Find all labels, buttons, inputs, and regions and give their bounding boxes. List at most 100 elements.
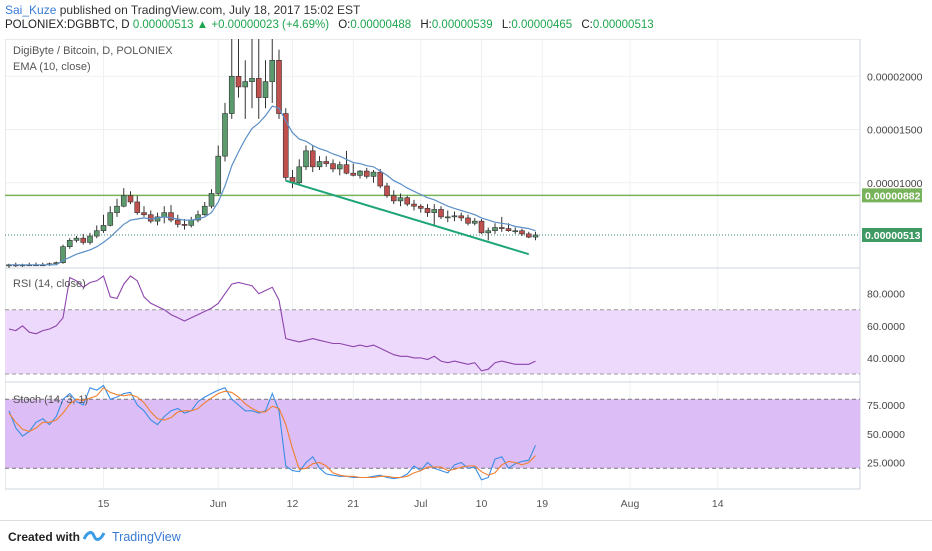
price-pane bbox=[4, 38, 861, 269]
stoch-tick-label: 50.0000 bbox=[867, 429, 905, 441]
candle-body bbox=[168, 212, 174, 221]
candle-body bbox=[377, 171, 384, 187]
candle-body bbox=[127, 195, 134, 203]
candle-body bbox=[519, 230, 525, 235]
price-series: 0.00000882 0.00000513 bbox=[5, 39, 922, 268]
high-label: H: bbox=[420, 19, 432, 31]
candle-body bbox=[87, 235, 93, 243]
stoch-tick-label: 25.0000 bbox=[867, 458, 905, 470]
header-bar: Sai_Kuze published on TradingView.com, J… bbox=[0, 0, 932, 38]
candle-body bbox=[451, 215, 458, 218]
x-tick-label: 19 bbox=[536, 498, 548, 510]
publish-line: Sai_Kuze published on TradingView.com, J… bbox=[5, 3, 360, 17]
candle-body bbox=[188, 219, 195, 226]
stoch-band bbox=[5, 399, 860, 469]
candle-body bbox=[73, 237, 80, 241]
candle-body bbox=[424, 208, 431, 213]
candle-body bbox=[336, 164, 343, 170]
low-label: L: bbox=[501, 19, 512, 31]
candle-body bbox=[465, 217, 471, 224]
low-value: 0.00000465 bbox=[511, 19, 573, 31]
candle-body bbox=[390, 195, 397, 202]
x-tick-label: Aug bbox=[621, 498, 640, 510]
candle-body bbox=[80, 237, 87, 243]
candle-body bbox=[147, 214, 154, 222]
ema-label: EMA (10, close) bbox=[13, 61, 91, 73]
x-tick-label: Jul bbox=[414, 498, 427, 510]
candle-body bbox=[363, 170, 370, 177]
price-tick-label: 0.00002000 bbox=[867, 71, 923, 83]
chart-svg[interactable]: 0.00000882 0.00000513 15 Jun 12 21 Jul 10 19 Aug… bbox=[4, 38, 923, 517]
candle-body bbox=[532, 234, 539, 238]
x-tick-label: Jun bbox=[210, 498, 227, 510]
ema-line bbox=[9, 105, 536, 266]
candle-body bbox=[174, 219, 181, 225]
candle-body bbox=[282, 113, 289, 178]
rsi-title: RSI (14, close) bbox=[13, 278, 86, 290]
last-price-tag: 0.00000513 bbox=[865, 230, 921, 242]
x-tick-label: 15 bbox=[98, 498, 110, 510]
close-label: C: bbox=[581, 19, 593, 31]
candle-body bbox=[107, 212, 114, 226]
candle-body bbox=[411, 203, 417, 207]
stoch-series bbox=[5, 384, 860, 481]
candle-body bbox=[525, 233, 532, 238]
candle-body bbox=[114, 205, 120, 213]
candle-body bbox=[195, 214, 201, 221]
candle-body bbox=[255, 78, 262, 98]
high-value: 0.00000539 bbox=[431, 19, 493, 31]
x-tick-label: 12 bbox=[287, 498, 299, 510]
candle-body bbox=[397, 197, 404, 202]
candle-body bbox=[444, 216, 451, 219]
candle-body bbox=[93, 230, 100, 237]
candle-body bbox=[431, 209, 438, 213]
trend-line bbox=[285, 179, 530, 256]
candle-body bbox=[228, 75, 235, 114]
candle-body bbox=[262, 81, 269, 98]
candle-body bbox=[100, 225, 107, 232]
last-price: 0.00000513 bbox=[132, 19, 194, 31]
ohlc-line: POLONIEX:DGBBTC, D 0.00000513 ▲ +0.00000… bbox=[5, 19, 654, 31]
candle-body bbox=[505, 228, 512, 232]
candle-body bbox=[498, 227, 505, 229]
author-link[interactable]: Sai_Kuze bbox=[5, 3, 57, 17]
candle-body bbox=[66, 240, 73, 247]
hline-price-tag-bg bbox=[862, 188, 922, 203]
grid-lines bbox=[5, 39, 860, 489]
candle-body bbox=[215, 155, 222, 194]
tradingview-logo-icon bbox=[82, 531, 106, 541]
chart-area[interactable]: 0.00000882 0.00000513 15 Jun 12 21 Jul 10 19 Aug… bbox=[4, 38, 923, 517]
price-tick-label: 0.00001500 bbox=[867, 125, 923, 137]
rsi-line bbox=[8, 275, 536, 372]
candle-body bbox=[343, 164, 350, 174]
created-with-label: Created with bbox=[8, 530, 81, 544]
up-arrow-icon: ▲ bbox=[196, 19, 209, 31]
price-change: +0.00000023 (+4.69%) bbox=[211, 19, 330, 31]
x-tick-label: 10 bbox=[476, 498, 488, 510]
candle-body bbox=[323, 161, 330, 164]
candle-body bbox=[208, 193, 215, 207]
candle-body bbox=[249, 78, 255, 82]
candle-body bbox=[154, 216, 161, 222]
candle-body bbox=[303, 150, 309, 168]
candle-body bbox=[512, 230, 519, 233]
open-label: O: bbox=[338, 19, 351, 31]
candle-body bbox=[222, 113, 228, 157]
candle-body bbox=[417, 205, 424, 209]
hline-price-tag: 0.00000882 bbox=[865, 190, 921, 202]
x-tick-label: 14 bbox=[712, 498, 724, 510]
price-tick-label: 0.00001000 bbox=[867, 178, 923, 190]
x-tick-label: 21 bbox=[347, 498, 359, 510]
candle-body bbox=[438, 209, 444, 218]
candle-body bbox=[478, 220, 485, 234]
tradingview-brand[interactable]: TradingView bbox=[112, 530, 181, 544]
candle-body bbox=[201, 205, 208, 216]
price-title: DigiByte / Bitcoin, D, POLONIEX bbox=[13, 45, 173, 57]
stoch-d-line bbox=[8, 387, 536, 479]
footer-bar: Created with TradingView bbox=[0, 520, 932, 551]
candle-body bbox=[242, 81, 249, 88]
candle-body bbox=[485, 230, 492, 234]
stoch-title: Stoch (14, 3, 1) bbox=[13, 394, 88, 406]
rsi-tick-label: 40.0000 bbox=[867, 353, 905, 365]
candle-body bbox=[370, 171, 377, 177]
